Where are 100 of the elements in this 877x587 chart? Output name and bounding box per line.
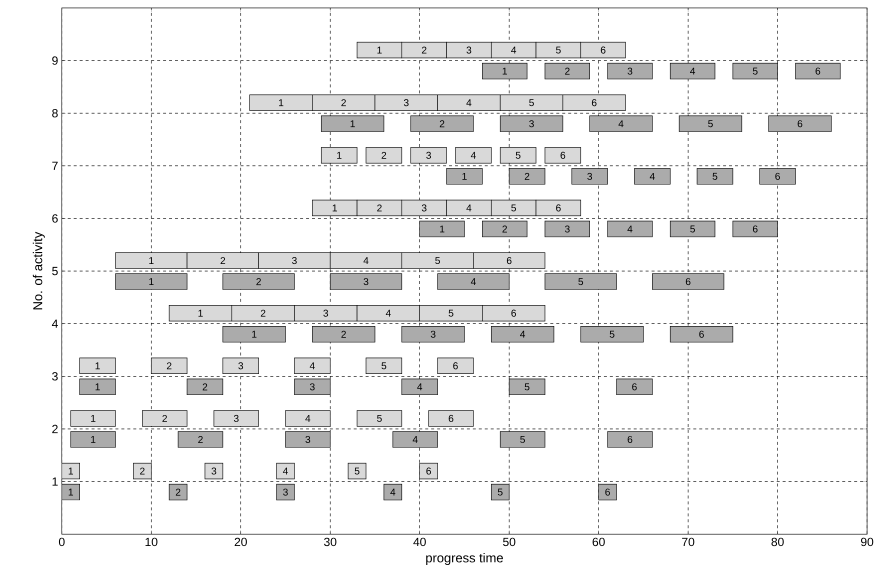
text: 4: [390, 488, 396, 496]
text: 5: [377, 414, 382, 422]
text: 1: [337, 152, 342, 159]
text: 4: [470, 278, 476, 286]
bar: [544, 273, 617, 290]
text: 5: [610, 330, 614, 338]
text: 4: [363, 257, 368, 264]
text: 2: [256, 278, 261, 286]
text: 6: [592, 99, 597, 106]
text: 6: [686, 278, 690, 286]
bar: [222, 273, 295, 290]
text: 6: [775, 172, 780, 180]
x-tick-label: 30: [324, 538, 336, 546]
text: 6: [628, 436, 632, 443]
text: 5: [520, 436, 525, 443]
bar: [410, 147, 447, 164]
text: 2: [162, 414, 167, 422]
text: 3: [310, 383, 315, 390]
text: 1: [96, 383, 100, 390]
text: 2: [140, 468, 145, 475]
text: 3: [587, 172, 592, 180]
bar: [402, 326, 465, 342]
bar: [276, 484, 295, 500]
text: 6: [556, 204, 561, 212]
bar: [79, 378, 116, 396]
bar: [634, 168, 671, 185]
x-tick-label: 50: [503, 538, 516, 546]
series-label: 4: [386, 310, 391, 317]
y-tick-label: 9: [52, 56, 58, 65]
bar: [320, 116, 384, 132]
text: 1: [440, 226, 444, 232]
x-tick-label: 90: [861, 538, 874, 546]
bar: [410, 116, 474, 132]
bar: [607, 431, 653, 448]
text: 2: [422, 46, 426, 54]
bar: [508, 378, 546, 396]
bar: [115, 273, 188, 290]
text: 3: [364, 278, 368, 286]
bar: [768, 116, 832, 132]
text: 2: [198, 436, 203, 443]
text: 4: [417, 383, 422, 390]
text: 5: [556, 46, 561, 54]
y-tick-label: 6: [52, 214, 58, 223]
x-tick-label: 20: [234, 538, 247, 546]
x-tick-label: 80: [771, 538, 784, 546]
bar: [500, 147, 536, 164]
bar: [482, 220, 528, 238]
text: 4: [466, 99, 472, 106]
text: 4: [305, 415, 310, 422]
text: 4: [466, 204, 472, 212]
text: 3: [212, 468, 216, 475]
bar: [222, 326, 286, 342]
text: 3: [426, 152, 431, 159]
text: 5: [354, 468, 360, 475]
bar: [150, 358, 188, 374]
bar: [670, 62, 716, 80]
series-label: 2: [260, 310, 266, 317]
bar: [508, 168, 546, 185]
series-label: 3: [529, 120, 534, 128]
text: 5: [524, 383, 530, 390]
text: 6: [752, 225, 758, 232]
bar: [544, 147, 582, 164]
bar: [696, 168, 734, 185]
bar: [178, 431, 224, 448]
text: 1: [91, 436, 96, 443]
text: 4: [412, 436, 418, 443]
bar: [348, 462, 366, 480]
bar: [732, 62, 778, 80]
bar: [670, 326, 734, 342]
x-tick-label: 40: [413, 538, 426, 546]
bar: [419, 220, 465, 238]
series-label: 4: [690, 68, 696, 75]
text: 6: [605, 488, 610, 496]
bar: [356, 410, 402, 427]
series-label: 1: [198, 310, 203, 317]
text: 1: [279, 99, 284, 106]
text: 6: [560, 152, 566, 159]
series-label: 5: [752, 68, 758, 75]
y-tick-label: 4: [52, 320, 58, 328]
bar: [222, 358, 259, 374]
text: 4: [470, 152, 476, 159]
text: 2: [220, 257, 226, 264]
bar: [652, 273, 724, 290]
bar: [795, 62, 841, 80]
text: 2: [176, 488, 180, 496]
y-tick-label: 2: [52, 424, 58, 434]
bar: [419, 462, 438, 480]
bar: [276, 462, 295, 480]
text: 6: [453, 362, 458, 370]
text: 3: [422, 204, 426, 212]
text: 4: [520, 330, 526, 338]
y-tick-label: 8: [52, 109, 58, 118]
text: 6: [699, 330, 704, 338]
text: 6: [816, 68, 820, 75]
text: 2: [377, 204, 382, 212]
bar: [168, 484, 188, 500]
text: 5: [708, 120, 713, 128]
text: 5: [690, 226, 695, 232]
bar: [204, 462, 224, 480]
bar: [598, 484, 617, 500]
